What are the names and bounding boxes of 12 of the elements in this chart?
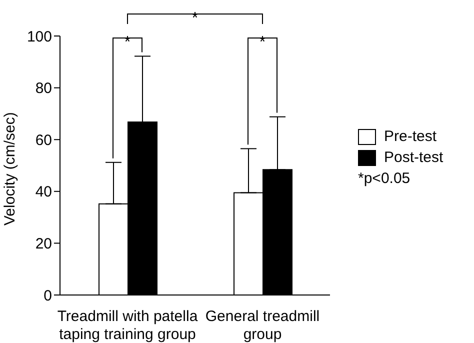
y-tick-label: 0 bbox=[44, 287, 52, 304]
text: *p<0.05 bbox=[358, 169, 412, 189]
legend-label: Pre-test bbox=[384, 127, 437, 147]
y-axis-title: Velocity (cm/sec) bbox=[1, 112, 18, 226]
legend-label: Post-test bbox=[384, 148, 444, 168]
y-tick-label: 100 bbox=[26, 28, 52, 46]
y-tick-label: 40 bbox=[35, 184, 52, 201]
y-tick-label: 20 bbox=[35, 236, 52, 253]
y-tick-label: 80 bbox=[35, 80, 52, 98]
x-tick-label: General treadmill group bbox=[205, 308, 320, 343]
x-tick-label: Treadmill with patella taping training group bbox=[57, 308, 198, 343]
y-tick-label: 60 bbox=[35, 132, 52, 149]
